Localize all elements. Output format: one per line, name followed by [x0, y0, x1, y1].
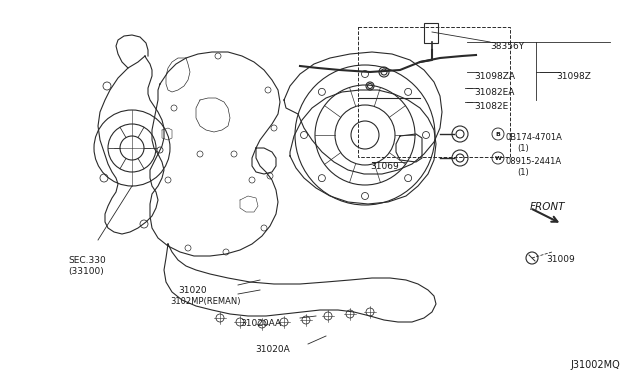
Text: 31082EA: 31082EA [474, 88, 515, 97]
Text: 31098ZA: 31098ZA [474, 72, 515, 81]
Text: 31020AA: 31020AA [240, 319, 281, 328]
Text: 3102MP(REMAN): 3102MP(REMAN) [170, 297, 241, 306]
Text: 31009: 31009 [546, 255, 575, 264]
Text: 31020: 31020 [178, 286, 207, 295]
Bar [358, 27, 510, 157]
Text: (1): (1) [517, 144, 529, 153]
Text: J31002MQ: J31002MQ [570, 360, 620, 370]
Text: 31020A: 31020A [255, 345, 290, 354]
Text: 31082E: 31082E [474, 102, 508, 111]
Text: (1): (1) [517, 168, 529, 177]
Text: 08915-2441A: 08915-2441A [505, 157, 561, 166]
FancyBboxPatch shape [424, 23, 438, 43]
Text: 31098Z: 31098Z [556, 72, 591, 81]
Text: SEC.330: SEC.330 [68, 256, 106, 265]
Text: 0B174-4701A: 0B174-4701A [505, 133, 562, 142]
Text: (33100): (33100) [68, 267, 104, 276]
Text: 38356Y: 38356Y [490, 42, 524, 51]
Text: 31069: 31069 [370, 162, 399, 171]
Text: FRONT: FRONT [530, 202, 566, 212]
Text: W: W [495, 155, 501, 160]
Text: B: B [495, 131, 500, 137]
